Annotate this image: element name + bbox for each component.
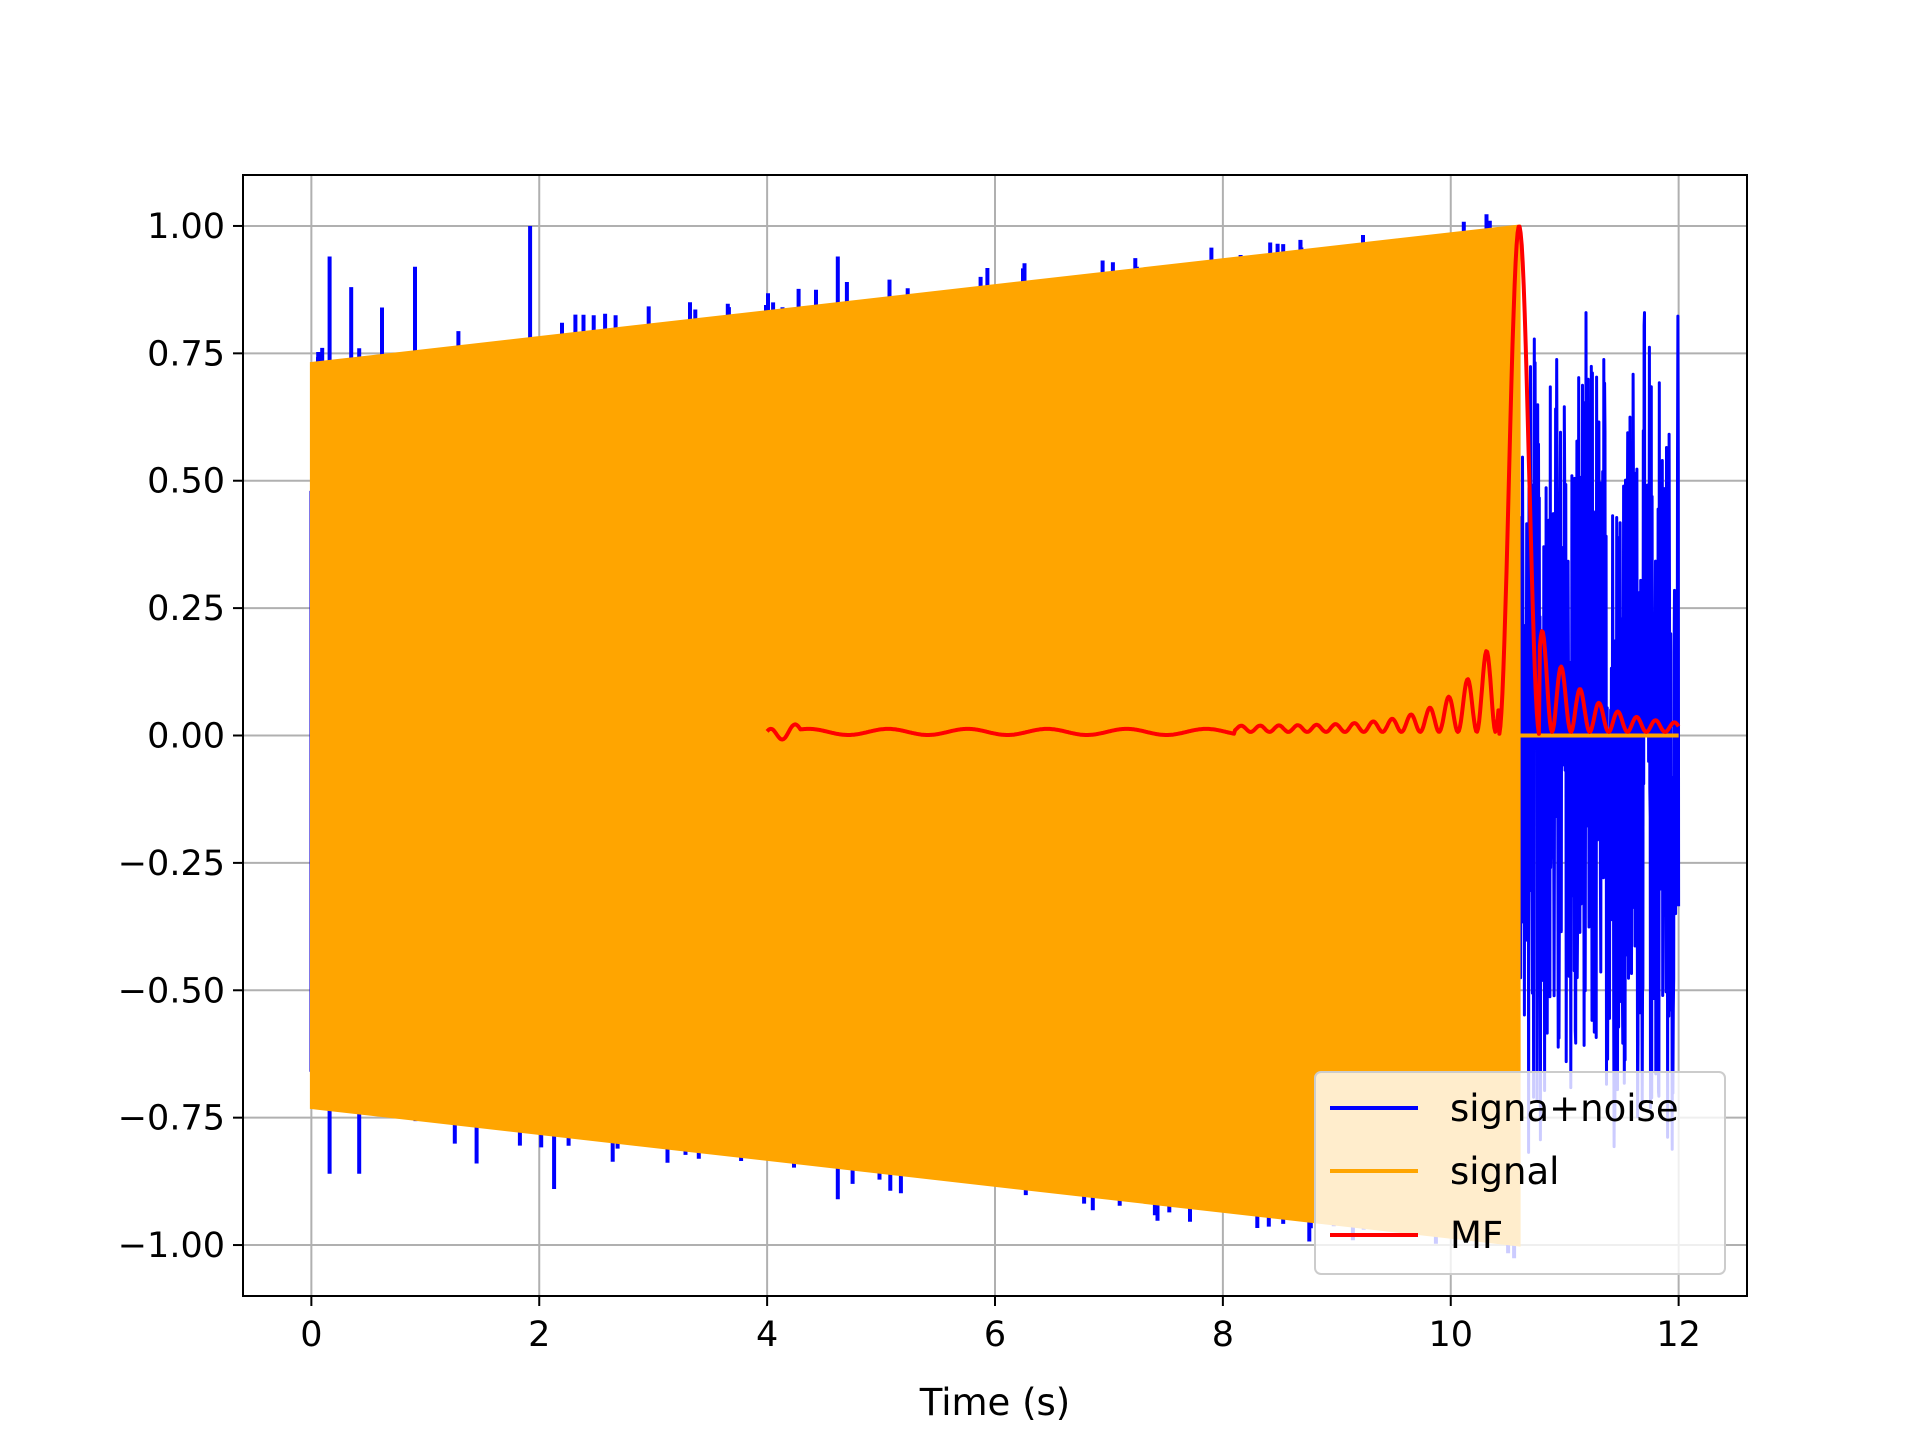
legend-label-mf: MF <box>1450 1214 1503 1257</box>
x-tick-label: 4 <box>756 1315 778 1355</box>
plot-area <box>309 214 1681 1259</box>
series-signa-noise-tail <box>1517 311 1681 1154</box>
ticks: 0 2 4 6 8 10 12 1.00 0.75 0.50 0.25 0.00 −0.25 −0.50 −… <box>118 207 1701 1355</box>
y-tick-label: −0.50 <box>118 971 225 1011</box>
x-tick-label: 12 <box>1656 1315 1701 1355</box>
legend-label-signa-noise: signa+noise <box>1450 1087 1679 1130</box>
y-tick-label: 0.00 <box>147 717 225 757</box>
x-axis-label: Time (s) <box>919 1381 1070 1424</box>
y-tick-label: 0.25 <box>147 589 225 629</box>
x-tick-label: 8 <box>1212 1315 1234 1355</box>
legend: signa+noise signal MF <box>1314 1071 1726 1275</box>
series-mf <box>765 224 1681 742</box>
y-tick-label: 0.75 <box>147 334 225 374</box>
y-tick-label: 1.00 <box>147 207 225 247</box>
y-tick-label: −1.00 <box>118 1226 225 1266</box>
y-tick-label: −0.75 <box>118 1099 225 1139</box>
x-tick-label: 6 <box>984 1315 1006 1355</box>
y-tick-label: 0.50 <box>147 462 225 502</box>
y-tick-label: −0.25 <box>118 844 225 884</box>
x-tick-label: 2 <box>528 1315 550 1355</box>
legend-label-signal: signal <box>1450 1150 1559 1193</box>
legend-box <box>1314 1071 1726 1275</box>
x-tick-label: 0 <box>300 1315 322 1355</box>
x-tick-label: 10 <box>1428 1315 1473 1355</box>
